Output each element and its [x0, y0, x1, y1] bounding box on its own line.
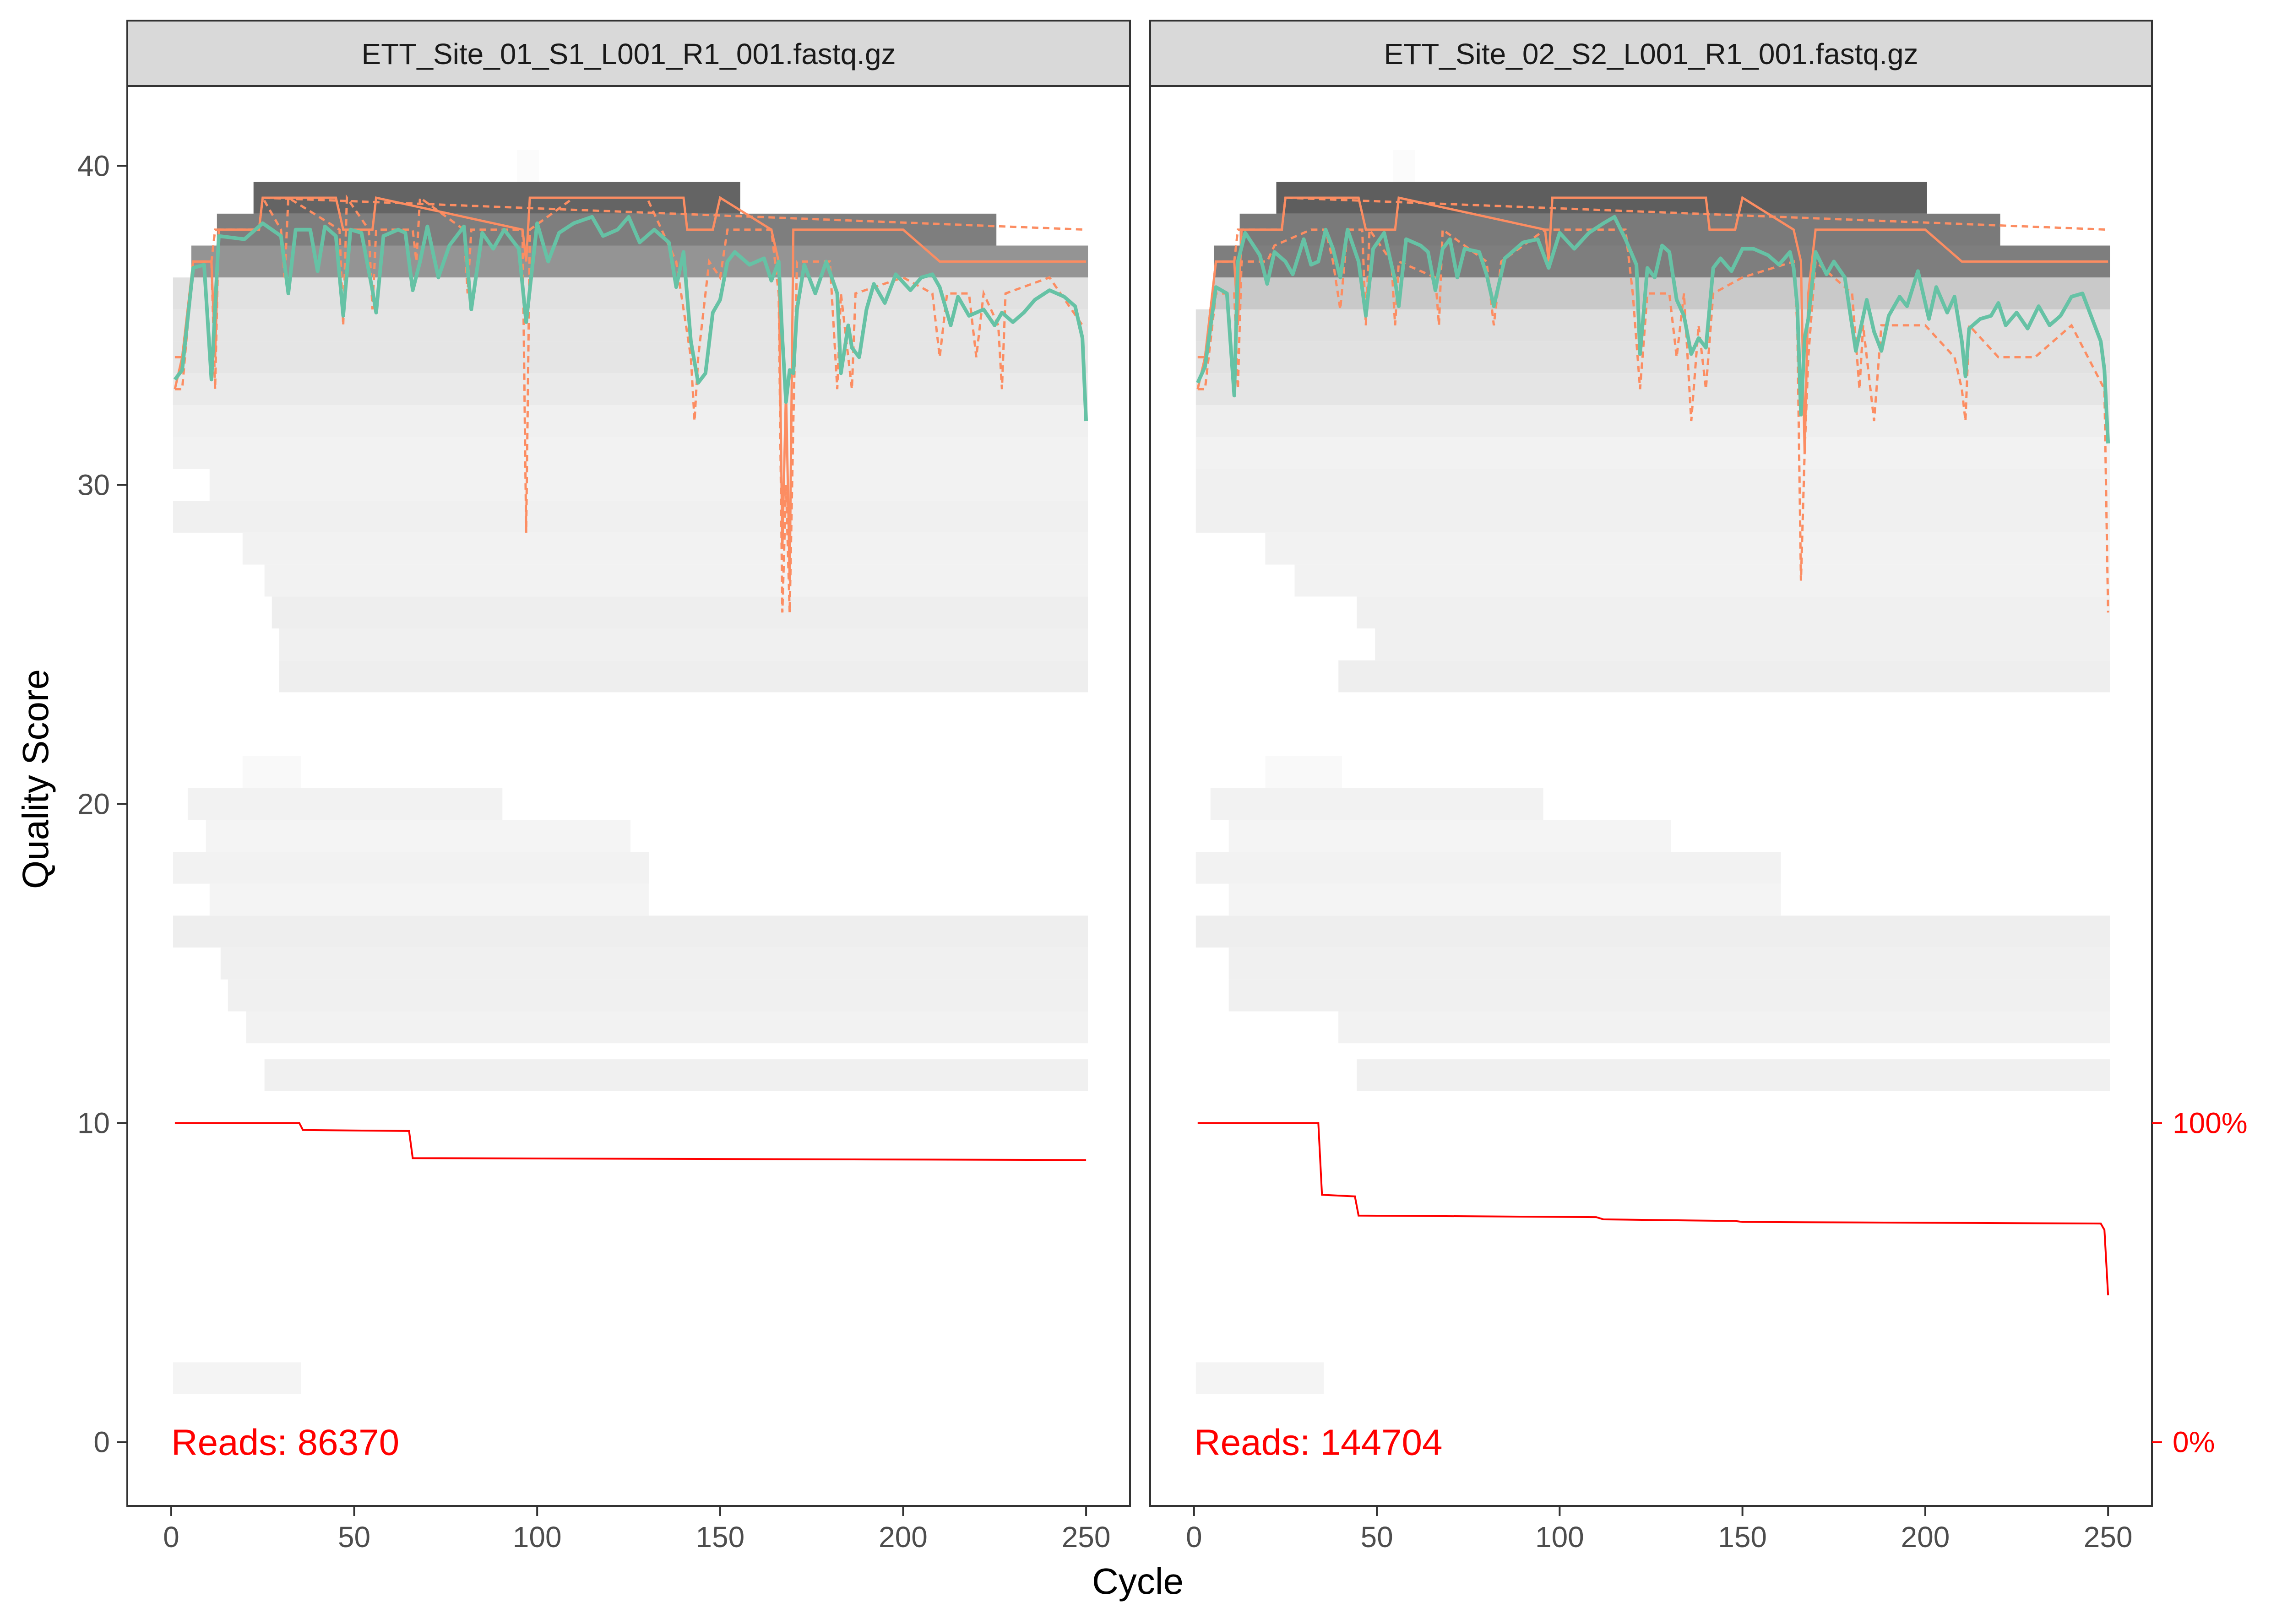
- heatmap-tile: [1265, 756, 1342, 788]
- heatmap-tile: [173, 341, 1088, 374]
- facet-strip: [1149, 20, 2153, 87]
- q25-line: [1197, 226, 2109, 613]
- heatmap-tile: [209, 883, 649, 916]
- heatmap-tile: [1357, 596, 2110, 628]
- facet-strip-label: ETT_Site_01_S1_L001_R1_001.fastq.gz: [361, 38, 896, 70]
- heatmap-tile: [1375, 628, 2110, 660]
- reads-proportion-line: [1197, 1122, 2109, 1296]
- heatmap-tile: [220, 947, 1088, 980]
- mean-quality-line: [1196, 215, 2110, 444]
- heatmap-tile: [187, 788, 503, 820]
- x-tick-label: 250: [1062, 1521, 1111, 1554]
- heatmap-tile: [242, 756, 301, 788]
- x-tick-label: 150: [695, 1521, 744, 1554]
- x-axis-label: Cycle: [1092, 1561, 1184, 1602]
- heatmap-tile: [173, 1362, 301, 1394]
- heatmap-tile: [1195, 373, 2110, 406]
- facet-strip: [126, 20, 1131, 87]
- facet-panel-1: Reads: 86370 ETT_Site_01_S1_L001_R1_001.f…: [77, 20, 1131, 1554]
- x-tick-label: 250: [2084, 1521, 2133, 1554]
- heatmap-tile: [1228, 883, 1781, 916]
- x-tick-label: 200: [879, 1521, 928, 1554]
- heatmap-tile: [1195, 341, 2110, 374]
- heatmap-tile: [173, 437, 1088, 469]
- heatmap-tile: [1228, 979, 2110, 1012]
- heatmap-tile: [1195, 405, 2110, 437]
- y-tick-label: 40: [77, 149, 110, 182]
- y-tick-label: 10: [77, 1107, 110, 1140]
- heatmap-tile: [173, 501, 1088, 533]
- heatmap-tile: [272, 596, 1088, 628]
- heatmap-tile: [1228, 947, 2110, 980]
- median-line: [1196, 196, 2108, 453]
- heatmap-tile: [1357, 1059, 2110, 1091]
- heatmap-tile: [1195, 437, 2110, 469]
- q25-line: [174, 194, 1087, 613]
- y-tick-label: 0: [93, 1426, 110, 1459]
- heatmap-tile: [1338, 1011, 2110, 1044]
- heatmap-tile: [279, 660, 1088, 693]
- y-axis-label: Quality Score: [15, 669, 56, 889]
- x-tick-label: 100: [1535, 1521, 1584, 1554]
- heatmap-tile: [1393, 150, 1415, 182]
- x-tick-label: 150: [1718, 1521, 1767, 1554]
- heatmap-tile: [209, 469, 1088, 501]
- x-tick-label: 0: [163, 1521, 179, 1554]
- y-tick-label: 30: [77, 468, 110, 501]
- y-tick-label: 20: [77, 787, 110, 820]
- heatmap-tile: [1195, 501, 2110, 533]
- reads-count-label: Reads: 144704: [1194, 1422, 1443, 1463]
- heatmap-tile: [517, 150, 539, 182]
- reads-count-label: Reads: 86370: [171, 1422, 399, 1463]
- facets: Reads: 86370 ETT_Site_01_S1_L001_R1_001.f…: [77, 20, 2248, 1554]
- right-tick-label: 100%: [2173, 1107, 2248, 1140]
- right-tick-label: 0%: [2173, 1426, 2215, 1459]
- heatmap-tile: [279, 628, 1088, 660]
- heatmap-tile: [264, 1059, 1088, 1091]
- heatmap-tile: [1195, 1362, 1324, 1394]
- heatmap-tile: [1195, 469, 2110, 501]
- heatmap-tile: [1338, 660, 2110, 693]
- heatmap-tile: [173, 309, 1088, 341]
- facet-panel-2: Reads: 144704 ETT_Site_02_S2_L001_R1_001.…: [1149, 20, 2248, 1554]
- heatmap-tile: [173, 915, 1088, 948]
- heatmap-tile: [264, 564, 1088, 597]
- heatmap-tile: [173, 373, 1088, 406]
- reads-proportion-line: [174, 1122, 1087, 1161]
- heatmap-tile: [1195, 852, 1781, 884]
- heatmap-tile: [1294, 564, 2110, 597]
- x-tick-label: 50: [338, 1521, 370, 1554]
- heatmap-tile: [173, 405, 1088, 437]
- heatmap-tile: [206, 820, 630, 852]
- heatmap-tile: [242, 532, 1088, 565]
- heatmap-tile: [1265, 532, 2110, 565]
- mean-quality-line: [173, 215, 1088, 422]
- facet-strip-label: ETT_Site_02_S2_L001_R1_001.fastq.gz: [1384, 38, 1918, 70]
- heatmap-tile: [1210, 788, 1543, 820]
- x-tick-label: 200: [1901, 1521, 1950, 1554]
- heatmap-tile: [228, 979, 1088, 1012]
- x-tick-label: 0: [1186, 1521, 1202, 1554]
- heatmap-tile: [1195, 915, 2110, 948]
- x-tick-label: 50: [1361, 1521, 1393, 1554]
- heatmap-tile: [246, 1011, 1088, 1044]
- heatmap-tile: [173, 852, 649, 884]
- quality-heatmap: [1195, 150, 2110, 1394]
- heatmap-tile: [1228, 820, 1671, 852]
- x-tick-label: 100: [513, 1521, 562, 1554]
